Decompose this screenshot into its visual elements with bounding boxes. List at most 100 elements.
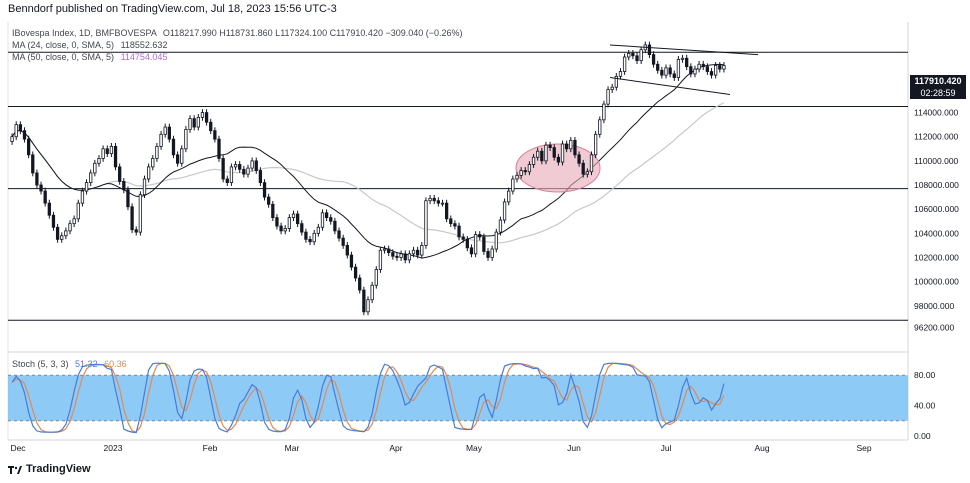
ma24-label: MA (24, close, 0, SMA, 5) xyxy=(12,40,115,50)
candle-down xyxy=(122,180,126,191)
candle-up xyxy=(585,171,589,175)
candle-down xyxy=(43,190,47,204)
stoch-k-line xyxy=(11,362,725,434)
candle-down xyxy=(387,248,391,254)
candle-down xyxy=(300,223,304,233)
candle-down xyxy=(660,69,664,76)
candle-down xyxy=(453,223,457,227)
candle-down xyxy=(416,249,420,256)
time-tick-label: Dec xyxy=(10,443,26,453)
candle-down xyxy=(333,220,337,232)
candle-down xyxy=(192,118,196,128)
candle-up xyxy=(531,156,536,165)
candle-down xyxy=(262,182,267,198)
bar-countdown: 02:28:59 xyxy=(920,88,956,98)
stoch-band xyxy=(8,375,908,421)
candle-down xyxy=(647,44,652,56)
ma50-line xyxy=(11,102,725,244)
candle-up xyxy=(722,65,726,70)
candle-up xyxy=(664,67,668,76)
candle-up xyxy=(93,162,97,174)
candle-up xyxy=(283,228,287,232)
candle-down xyxy=(482,236,486,252)
candle-down xyxy=(403,253,407,261)
candle-up xyxy=(316,226,320,234)
candle-down xyxy=(656,63,660,71)
candle-up xyxy=(370,284,374,301)
time-tick-label: Mar xyxy=(285,443,300,453)
stoch-tick-label: 0.00 xyxy=(914,431,931,441)
candle-down xyxy=(271,203,275,219)
candle-up xyxy=(536,150,540,158)
candle-down xyxy=(113,145,118,168)
candle-up xyxy=(378,249,383,270)
candle-down xyxy=(548,144,552,148)
ma50-label: MA (50, close, 0, SMA, 5) xyxy=(12,52,115,62)
candle-down xyxy=(225,178,229,184)
candle-up xyxy=(287,217,292,229)
candle-down xyxy=(35,172,39,186)
candle-down xyxy=(324,212,329,219)
ohlc-values: O118217.990 H118731.860 L117324.100 C117… xyxy=(162,28,463,38)
candle-up xyxy=(676,59,681,78)
candle-up xyxy=(494,231,498,250)
ma24-value: 118552.632 xyxy=(120,40,168,50)
candle-up xyxy=(60,235,64,240)
candle-up xyxy=(420,244,424,256)
candle-up xyxy=(147,166,151,180)
candle-up xyxy=(569,139,573,150)
candle-up xyxy=(399,253,403,258)
ma50-legend: MA (50, close, 0, SMA, 5) 114754.045 xyxy=(12,52,167,62)
candle-down xyxy=(47,202,51,216)
candle-down xyxy=(31,154,35,174)
candle-up xyxy=(188,118,192,130)
candle-up xyxy=(614,75,618,88)
candle-down xyxy=(221,158,225,180)
candle-up xyxy=(159,133,163,147)
publisher-header: Benndorf published on TradingView.com, J… xyxy=(8,3,337,15)
candle-up xyxy=(589,154,594,173)
candle-up xyxy=(602,103,606,121)
candle-up xyxy=(618,71,623,77)
channel-trendline xyxy=(609,77,731,95)
candle-up xyxy=(97,158,101,164)
candle-up xyxy=(424,200,428,246)
price-tick-label: 112000.000 xyxy=(914,132,959,142)
candle-down xyxy=(39,184,43,192)
candle-up xyxy=(84,182,89,192)
time-tick-label: May xyxy=(466,443,483,453)
candle-down xyxy=(175,154,180,164)
candle-down xyxy=(341,237,345,246)
candle-down xyxy=(486,251,490,258)
time-tick-label: Aug xyxy=(754,443,769,453)
candle-down xyxy=(395,255,399,258)
candle-down xyxy=(267,196,271,205)
candle-up xyxy=(490,248,494,258)
stoch-tick-label: 40.00 xyxy=(914,401,936,411)
candle-up xyxy=(246,167,250,175)
stoch-d-value: 60.36 xyxy=(104,359,127,369)
candle-down xyxy=(358,277,362,291)
candle-up xyxy=(627,52,631,58)
candle-up xyxy=(411,249,416,255)
candle-down xyxy=(577,154,581,164)
candle-down xyxy=(718,65,722,70)
candle-up xyxy=(180,148,184,164)
candle-down xyxy=(26,138,31,156)
candle-down xyxy=(523,170,527,173)
candle-up xyxy=(250,160,254,169)
candle-up xyxy=(507,190,511,203)
candle-up xyxy=(374,269,378,286)
candle-up xyxy=(68,223,72,232)
candle-up xyxy=(593,133,598,156)
candle-up xyxy=(155,145,159,159)
candle-up xyxy=(76,202,80,220)
candle-down xyxy=(118,166,122,182)
candle-up xyxy=(693,68,697,75)
candle-up xyxy=(109,145,114,155)
candle-down xyxy=(668,67,672,75)
candle-down xyxy=(362,289,366,313)
candle-up xyxy=(622,56,627,72)
candle-down xyxy=(279,225,283,232)
